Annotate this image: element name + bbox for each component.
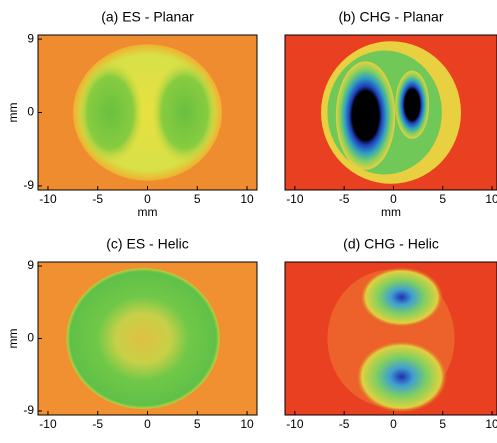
panel-title: (c) ES - Helic <box>106 236 188 252</box>
x-tick-label: -5 <box>92 192 103 206</box>
x-tick-label: 5 <box>194 192 201 206</box>
heatmap-image <box>77 61 144 164</box>
x-tick-label: 10 <box>240 417 254 431</box>
x-tick-label: -10 <box>39 192 57 206</box>
x-axis-label: mm <box>138 205 158 219</box>
y-tick-label: 9 <box>27 258 34 272</box>
x-axis-label: mm <box>381 205 401 219</box>
y-tick-label: -9 <box>23 178 34 192</box>
y-tick-label: 9 <box>27 31 34 45</box>
plot-frame <box>284 34 497 191</box>
heatmap-image <box>359 266 444 328</box>
heatmap-image <box>66 268 220 409</box>
x-tick-label: -5 <box>339 417 350 431</box>
x-tick-label: 0 <box>144 192 151 206</box>
heatmap-image <box>354 340 449 414</box>
heatmap-image <box>335 61 396 170</box>
y-tick-label: 0 <box>27 331 34 345</box>
y-tick-label: -9 <box>23 403 34 417</box>
y-axis-label: mm <box>6 329 20 349</box>
x-tick-label: 5 <box>194 417 201 431</box>
x-tick-label: 0 <box>390 192 397 206</box>
y-tick-label: 0 <box>27 105 34 119</box>
heatmap-image <box>395 70 430 139</box>
heatmap-image <box>151 61 218 164</box>
x-tick-label: 0 <box>390 417 397 431</box>
panel-title: (a) ES - Planar <box>101 9 194 25</box>
x-tick-label: -10 <box>286 417 304 431</box>
x-tick-label: 10 <box>485 417 497 431</box>
x-tick-label: -10 <box>39 417 57 431</box>
x-tick-label: -5 <box>339 192 350 206</box>
x-tick-label: 5 <box>439 192 446 206</box>
panel-title: (d) CHG - Helic <box>343 236 439 252</box>
x-tick-label: 10 <box>240 192 254 206</box>
panel-title: (b) CHG - Planar <box>338 9 443 25</box>
x-tick-label: 0 <box>144 417 151 431</box>
x-tick-label: -10 <box>286 192 304 206</box>
plot-frame <box>284 261 497 416</box>
y-axis-label: mm <box>6 103 20 123</box>
x-tick-label: -5 <box>92 417 103 431</box>
x-tick-label: 10 <box>485 192 497 206</box>
x-tick-label: 5 <box>439 417 446 431</box>
